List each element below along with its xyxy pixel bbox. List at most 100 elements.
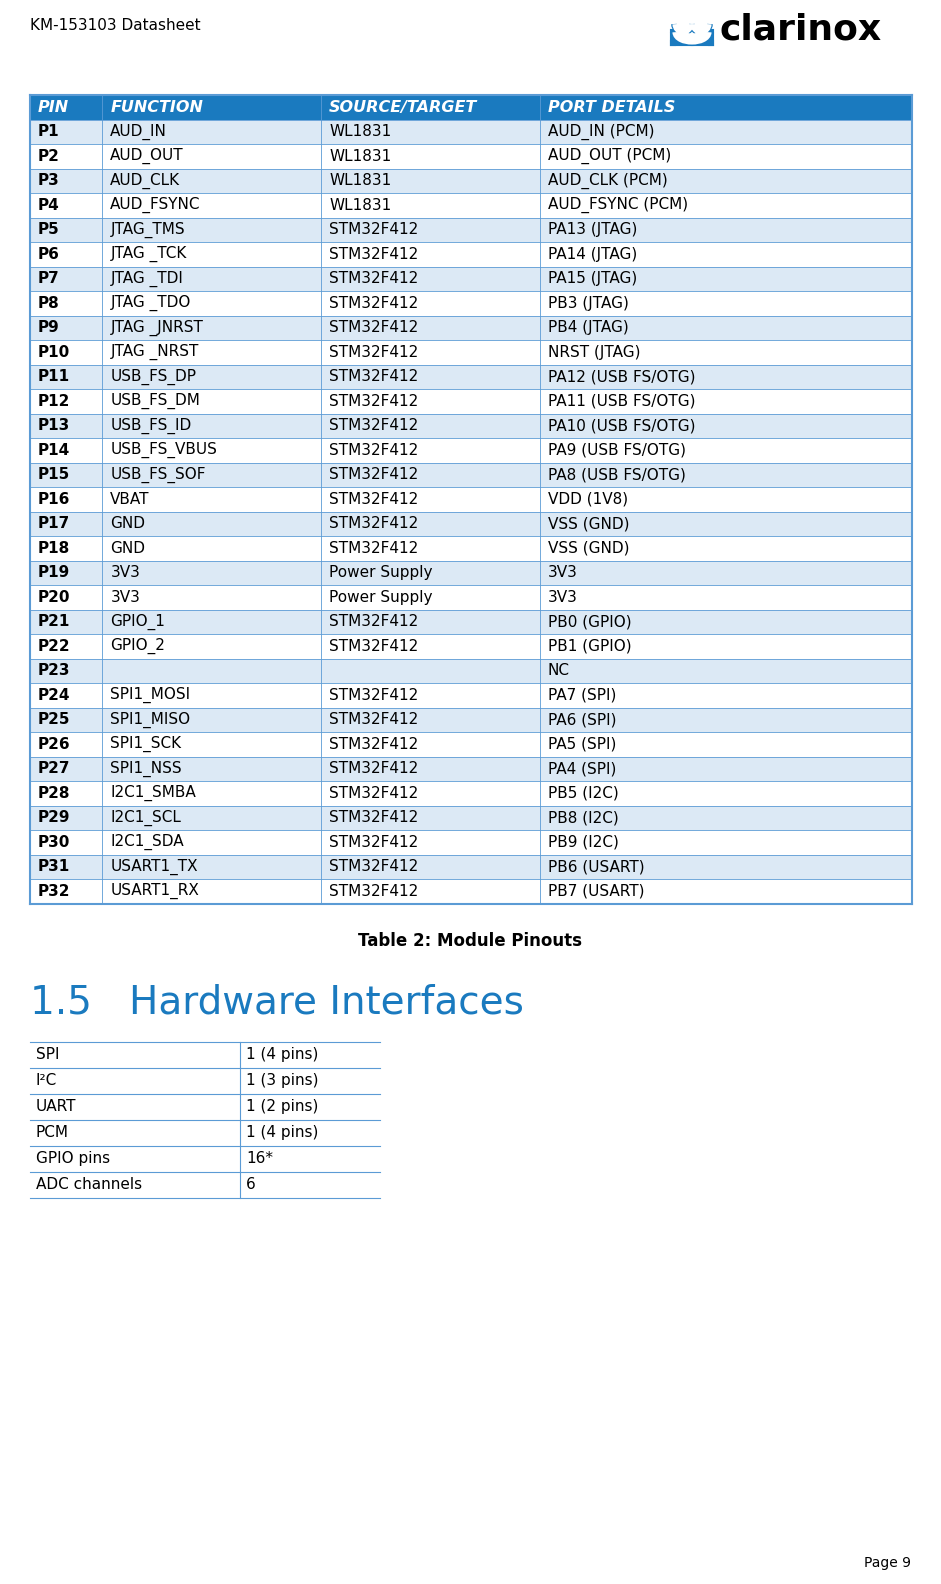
Text: USB_FS_VBUS: USB_FS_VBUS	[110, 442, 217, 458]
Text: STM32F412: STM32F412	[329, 296, 419, 310]
Text: 1 (4 pins): 1 (4 pins)	[246, 1047, 318, 1061]
Text: P10: P10	[38, 345, 71, 360]
Text: P28: P28	[38, 786, 71, 802]
Text: AUD_FSYNC: AUD_FSYNC	[110, 196, 200, 214]
Bar	[30, 659, 912, 683]
Text: P25: P25	[38, 713, 71, 727]
Bar	[30, 610, 912, 634]
Text: P7: P7	[38, 271, 59, 287]
Bar	[30, 830, 912, 854]
Text: 3V3: 3V3	[110, 565, 140, 580]
Text: PCM: PCM	[36, 1125, 69, 1140]
Bar	[30, 315, 912, 341]
Text: P9: P9	[38, 320, 59, 336]
Text: PB1 (GPIO): PB1 (GPIO)	[548, 638, 631, 654]
Text: P19: P19	[38, 565, 71, 580]
Bar	[30, 806, 912, 830]
Text: I2C1_SCL: I2C1_SCL	[110, 809, 182, 825]
Text: USART1_TX: USART1_TX	[110, 859, 198, 874]
Text: JTAG _NRST: JTAG _NRST	[110, 344, 199, 360]
Bar	[30, 1120, 380, 1145]
Text: STM32F412: STM32F412	[329, 271, 419, 287]
Text: clarinox: clarinox	[720, 13, 882, 48]
Text: USB_FS_DP: USB_FS_DP	[110, 369, 197, 385]
Text: PB7 (USART): PB7 (USART)	[548, 884, 645, 898]
Text: P24: P24	[38, 687, 71, 703]
Text: STM32F412: STM32F412	[329, 467, 419, 482]
Text: 1.5   Hardware Interfaces: 1.5 Hardware Interfaces	[30, 984, 524, 1022]
Text: P30: P30	[38, 835, 71, 849]
Text: Table 2: Module Pinouts: Table 2: Module Pinouts	[359, 931, 582, 949]
Text: Page 9: Page 9	[864, 1555, 911, 1570]
Text: P18: P18	[38, 540, 71, 556]
Text: USB_FS_ID: USB_FS_ID	[110, 418, 192, 434]
Bar	[30, 217, 912, 242]
Text: Power Supply: Power Supply	[329, 589, 433, 605]
Bar	[30, 757, 912, 781]
Text: STM32F412: STM32F412	[329, 540, 419, 556]
Text: STM32F412: STM32F412	[329, 516, 419, 531]
Text: SPI: SPI	[36, 1047, 59, 1061]
Text: P17: P17	[38, 516, 71, 531]
Text: USART1_RX: USART1_RX	[110, 884, 199, 900]
Bar	[30, 535, 912, 561]
Text: I2C1_SDA: I2C1_SDA	[110, 835, 183, 851]
Text: GPIO_1: GPIO_1	[110, 613, 166, 630]
Text: KM-153103 Datasheet: KM-153103 Datasheet	[30, 17, 200, 33]
Text: NRST (JTAG): NRST (JTAG)	[548, 345, 640, 360]
Text: PA15 (JTAG): PA15 (JTAG)	[548, 271, 637, 287]
Bar	[30, 168, 912, 193]
Text: STM32F412: STM32F412	[329, 835, 419, 849]
Text: PA14 (JTAG): PA14 (JTAG)	[548, 247, 637, 261]
Text: USB_FS_DM: USB_FS_DM	[110, 393, 200, 409]
Text: AUD_FSYNC (PCM): AUD_FSYNC (PCM)	[548, 196, 688, 214]
Text: AUD_IN (PCM): AUD_IN (PCM)	[548, 124, 654, 139]
Bar	[30, 634, 912, 659]
Bar	[30, 854, 912, 879]
Text: WL1831: WL1831	[329, 198, 391, 212]
Text: P4: P4	[38, 198, 59, 212]
Bar	[30, 341, 912, 364]
Text: 3V3: 3V3	[548, 565, 578, 580]
Text: Power Supply: Power Supply	[329, 565, 433, 580]
Text: WL1831: WL1831	[329, 124, 391, 139]
Text: P6: P6	[38, 247, 60, 261]
Bar	[30, 1093, 380, 1120]
Text: NC: NC	[548, 664, 570, 678]
Bar	[30, 291, 912, 315]
Text: PA6 (SPI): PA6 (SPI)	[548, 713, 616, 727]
Text: P2: P2	[38, 149, 60, 163]
Text: P27: P27	[38, 762, 71, 776]
Text: PA9 (USB FS/OTG): PA9 (USB FS/OTG)	[548, 444, 686, 458]
Text: STM32F412: STM32F412	[329, 687, 419, 703]
Text: STM32F412: STM32F412	[329, 859, 419, 874]
Text: STM32F412: STM32F412	[329, 762, 419, 776]
Bar	[30, 1042, 380, 1068]
Text: STM32F412: STM32F412	[329, 615, 419, 629]
Text: P23: P23	[38, 664, 71, 678]
Text: STM32F412: STM32F412	[329, 247, 419, 261]
Text: PB6 (USART): PB6 (USART)	[548, 859, 645, 874]
Text: PA10 (USB FS/OTG): PA10 (USB FS/OTG)	[548, 418, 695, 434]
Text: VSS (GND): VSS (GND)	[548, 540, 630, 556]
Text: FUNCTION: FUNCTION	[110, 100, 203, 114]
Text: PIN: PIN	[38, 100, 69, 114]
Text: P12: P12	[38, 394, 71, 409]
Text: P15: P15	[38, 467, 71, 482]
Text: P20: P20	[38, 589, 71, 605]
Bar	[30, 144, 912, 168]
Text: AUD_CLK: AUD_CLK	[110, 173, 181, 188]
Text: UART: UART	[36, 1099, 76, 1114]
Text: VDD (1V8): VDD (1V8)	[548, 491, 628, 507]
Text: I2C1_SMBA: I2C1_SMBA	[110, 786, 196, 802]
Bar	[30, 732, 912, 757]
Text: PA5 (SPI): PA5 (SPI)	[548, 737, 616, 752]
Bar	[30, 683, 912, 708]
Text: AUD_OUT: AUD_OUT	[110, 149, 183, 165]
Text: GPIO_2: GPIO_2	[110, 638, 166, 654]
Text: STM32F412: STM32F412	[329, 394, 419, 409]
Text: 1 (3 pins): 1 (3 pins)	[246, 1072, 318, 1088]
Text: GND: GND	[110, 516, 145, 531]
Text: P14: P14	[38, 444, 71, 458]
Bar	[30, 781, 912, 806]
